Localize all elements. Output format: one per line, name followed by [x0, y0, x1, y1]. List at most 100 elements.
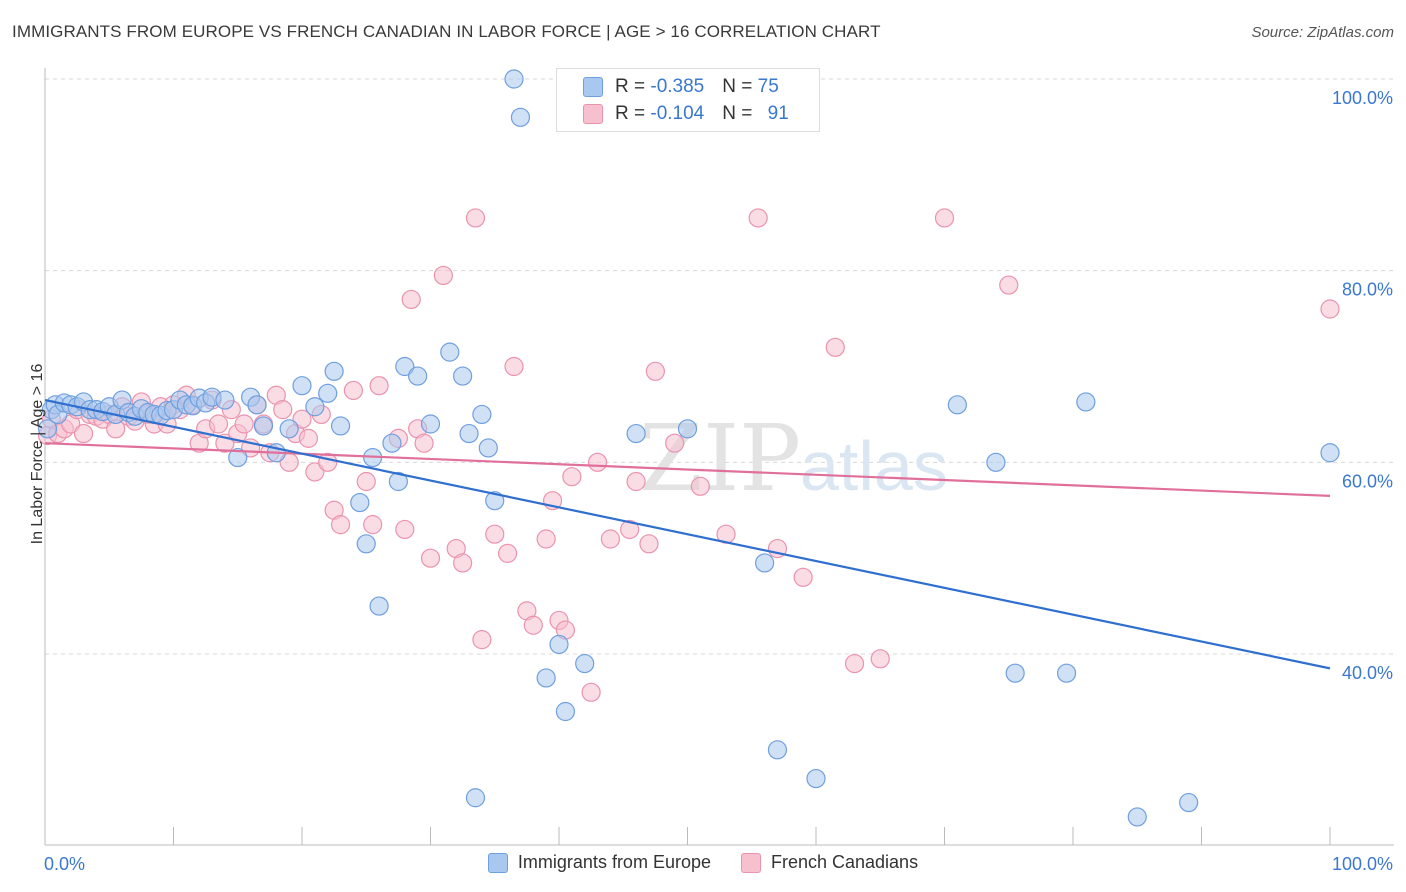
immigrants-europe-point	[472, 404, 492, 425]
french-canadians-point	[401, 289, 421, 310]
immigrants-europe-point	[228, 447, 248, 468]
immigrants-europe-point	[453, 366, 473, 386]
french-canadians-point	[934, 208, 955, 228]
x-tick-label: 100.0%	[1332, 854, 1393, 874]
axes	[44, 68, 1394, 846]
french-canadians-point	[472, 630, 492, 650]
r-label: R =	[615, 103, 651, 124]
immigrants-europe-point	[420, 414, 441, 434]
french-canadians-point	[665, 433, 685, 453]
french-canadians-point	[356, 471, 376, 492]
french-canadians-point	[343, 380, 363, 401]
french-canadians-point	[369, 376, 389, 396]
immigrants-europe-point	[555, 701, 576, 722]
tick-labels: 40.0% 60.0% 80.0% 100.0% 0.0% 100.0%	[44, 88, 1393, 874]
immigrants-europe-point	[947, 395, 967, 415]
french-canadians-point	[292, 409, 312, 429]
french-canadians-point	[536, 529, 556, 549]
watermark-zip: ZIP	[639, 405, 801, 512]
immigrants-europe-point	[485, 491, 505, 511]
immigrants-europe-point	[388, 471, 408, 492]
french-canadians-point	[587, 452, 608, 472]
pink-swatch	[583, 104, 603, 124]
immigrants-europe-point	[330, 416, 351, 436]
blue-swatch	[487, 852, 508, 873]
n-label: N =	[722, 103, 758, 124]
french-canadians-point	[870, 649, 890, 669]
immigrants-europe-point	[465, 788, 486, 808]
legend-label: Immigrants from Europe	[517, 852, 711, 872]
r-value: -0.104	[650, 103, 705, 124]
immigrants-europe-point	[382, 433, 402, 453]
y-tick-label: 100.0%	[1332, 88, 1393, 108]
french-canadians-point	[465, 208, 486, 228]
grid-lines	[45, 78, 1394, 655]
immigrants-europe-point	[37, 419, 58, 439]
french-canadians-point	[504, 356, 524, 377]
x-tick-label: 0.0%	[44, 854, 85, 874]
french-canadians-point	[330, 515, 351, 535]
immigrants-europe-point	[754, 553, 775, 573]
source-label: Source: ZipAtlas.com	[1251, 24, 1394, 41]
french-canadians-point	[793, 567, 813, 587]
immigrants-europe-point	[215, 390, 235, 410]
immigrants-europe-point	[677, 419, 698, 439]
n-value: 75	[757, 76, 779, 97]
y-tick-label: 80.0%	[1342, 280, 1393, 300]
immigrants-europe-point	[350, 492, 370, 513]
french-canadians-point	[645, 361, 665, 381]
immigrants-europe-point	[279, 419, 299, 439]
chart-title: IMMIGRANTS FROM EUROPE VS FRENCH CANADIA…	[12, 22, 881, 41]
immigrants-europe-point	[440, 342, 460, 362]
legend-item-french[interactable]: French Canadians	[740, 852, 919, 873]
french-canadians-point	[844, 653, 865, 674]
stats-row-immigrants: R = -0.385 N = 75	[557, 74, 779, 100]
french-canadians-point	[363, 515, 383, 535]
pink-swatch	[740, 852, 761, 873]
immigrants-europe-point	[395, 356, 415, 377]
y-tick-label: 60.0%	[1342, 471, 1393, 491]
french-canadians-point	[485, 524, 505, 544]
french-canadians-point	[305, 462, 325, 482]
immigrants-europe-point	[536, 668, 556, 688]
n-label: N =	[722, 76, 758, 97]
immigrants-europe-point	[369, 596, 389, 616]
french-canadians-point	[639, 534, 659, 554]
french-canadians-point	[234, 414, 254, 434]
french-canadians-point	[73, 423, 94, 444]
y-tick-label: 40.0%	[1342, 663, 1393, 683]
french-canadians-point	[999, 275, 1019, 295]
immigrants-europe-point	[549, 634, 569, 655]
french-canadians-point	[414, 433, 434, 453]
french-canadians-point	[748, 208, 768, 228]
stats-legend: R = -0.385 N = 75 R = -0.104 N = 91	[556, 68, 820, 132]
french-canadians-point	[208, 414, 229, 434]
immigrants-europe-point	[510, 107, 531, 127]
legend-item-immigrants[interactable]: Immigrants from Europe	[487, 852, 711, 873]
french-canadians-point	[273, 400, 293, 420]
french-canadians-point	[620, 519, 640, 540]
immigrants-europe-point	[324, 361, 344, 381]
french-canadians-point	[600, 529, 621, 549]
r-label: R =	[615, 76, 651, 97]
immigrants-europe-trend-line	[44, 398, 1331, 670]
french-canadians-point	[1320, 299, 1340, 319]
watermark-atlas: atlas	[800, 427, 948, 505]
blue-swatch	[583, 77, 603, 97]
immigrants-europe-point	[356, 534, 376, 554]
immigrants-europe-point	[318, 383, 338, 403]
immigrants-europe-point	[575, 653, 595, 674]
immigrants-europe-point	[408, 366, 428, 386]
french-canadians-point	[825, 337, 845, 357]
n-value: 91	[767, 103, 789, 124]
immigrants-europe-point	[986, 452, 1006, 472]
immigrants-europe-point	[1005, 663, 1025, 683]
legend-label: French Canadians	[770, 852, 919, 872]
french-canadians-point	[581, 682, 601, 702]
immigrants-europe-point	[292, 376, 312, 396]
stats-row-french: R = -0.104 N = 91	[557, 101, 789, 127]
immigrants-europe-point	[305, 397, 325, 417]
immigrants-europe-point	[253, 416, 274, 436]
immigrants-europe-point	[626, 423, 646, 444]
